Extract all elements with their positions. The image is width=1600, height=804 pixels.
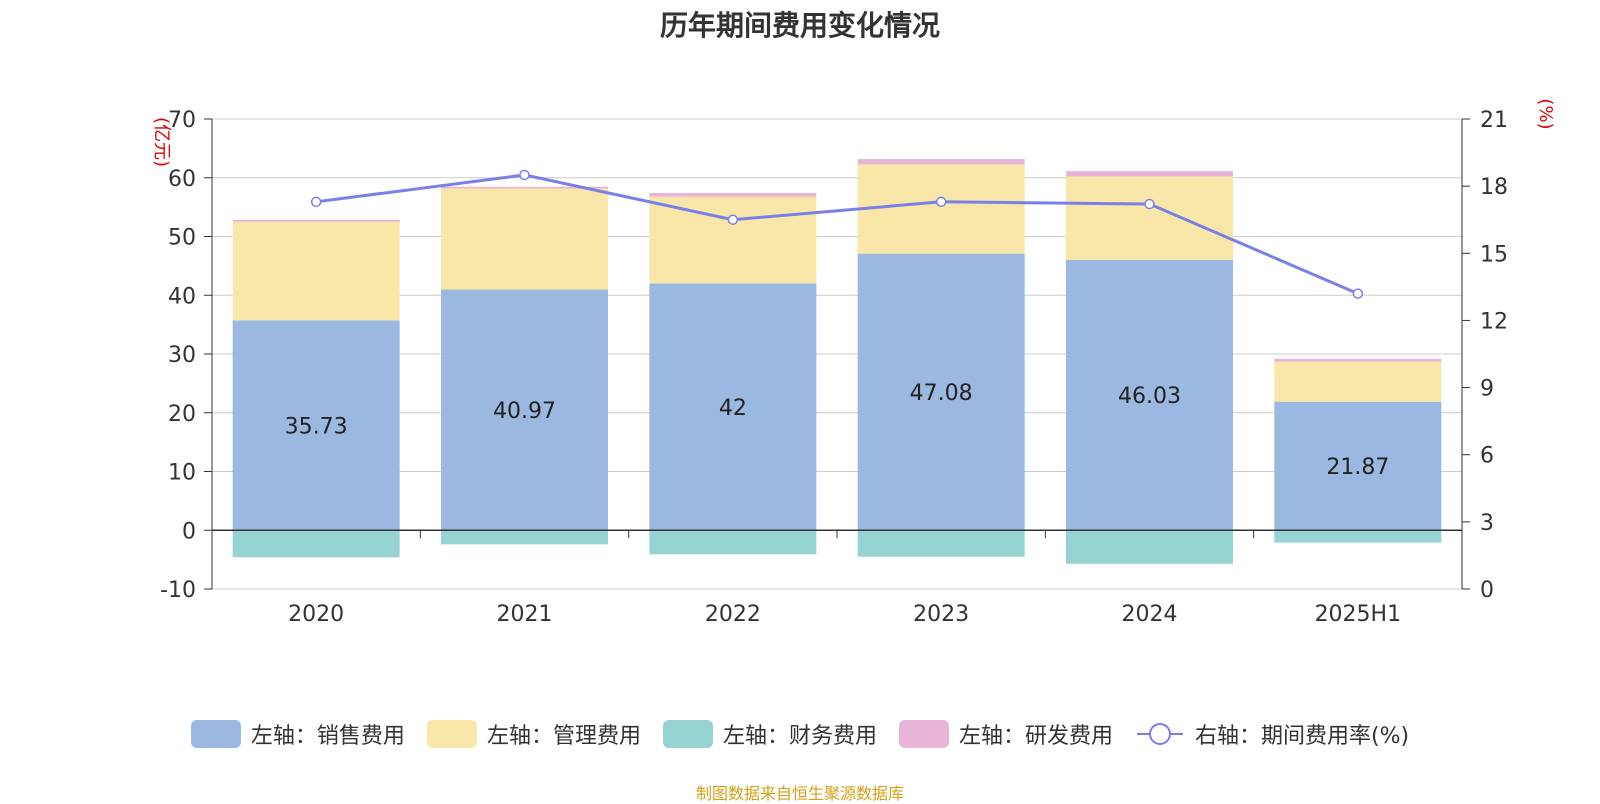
legend-item-sales[interactable]: 左轴：销售费用 <box>190 718 405 750</box>
x-tick-label: 2022 <box>705 602 761 627</box>
right-tick-label: 18 <box>1480 175 1508 200</box>
legend-item-finance[interactable]: 左轴：财务费用 <box>662 718 877 750</box>
legend-label-admin: 左轴：管理费用 <box>486 724 641 749</box>
bar-sales <box>857 253 1025 531</box>
x-tick-label: 2025H1 <box>1315 602 1402 627</box>
bar-rd <box>857 159 1025 165</box>
bar-rd <box>232 219 400 222</box>
data-label-sales: 35.73 <box>285 414 348 439</box>
legend-item-admin[interactable]: 左轴：管理费用 <box>426 718 641 750</box>
rate-point <box>1144 198 1155 210</box>
left-tick-label: 50 <box>168 226 196 251</box>
legend-line-marker-icon <box>1136 723 1183 745</box>
data-label-sales: 40.97 <box>493 399 556 424</box>
bar-admin <box>649 196 817 284</box>
right-tick-label: 9 <box>1480 377 1494 402</box>
left-tick-label: 30 <box>168 343 196 368</box>
bar-rd <box>649 193 817 197</box>
legend-label-rate: 右轴：期间费用率(%) <box>1194 724 1410 749</box>
x-tick-label: 2020 <box>288 602 344 627</box>
data-label-sales: 42 <box>719 396 747 421</box>
bar-rd <box>1274 358 1442 362</box>
bar-sales <box>1066 259 1233 531</box>
legend-swatch-finance <box>662 720 713 748</box>
x-tick-label: 2023 <box>913 602 969 627</box>
left-tick-label: 60 <box>168 167 196 192</box>
legend-swatch-admin <box>426 720 477 748</box>
right-tick-label: 3 <box>1480 511 1494 536</box>
legend-label-finance: 左轴：财务费用 <box>722 724 877 749</box>
data-label-sales: 21.87 <box>1326 455 1389 480</box>
legend: 左轴：销售费用 左轴：管理费用 左轴：财务费用 左轴：研发费用 右轴：期间费用率… <box>0 718 1600 750</box>
x-tick-label: 2021 <box>497 602 553 627</box>
rate-point <box>1352 288 1364 299</box>
bar-rd <box>1066 171 1233 177</box>
legend-swatch-sales <box>190 720 241 748</box>
bar-finance <box>1274 530 1442 543</box>
legend-label-sales: 左轴：销售费用 <box>250 724 405 749</box>
left-tick-label: -10 <box>160 578 196 603</box>
bar-finance <box>1066 530 1233 564</box>
right-tick-label: 21 <box>1480 108 1508 133</box>
bar-finance <box>232 530 400 558</box>
bar-rd <box>441 186 608 189</box>
bar-admin <box>1066 176 1233 260</box>
bar-sales <box>232 320 400 531</box>
right-tick-label: 0 <box>1480 578 1494 603</box>
bar-finance <box>649 530 817 555</box>
bar-admin <box>232 221 400 321</box>
left-tick-label: 40 <box>168 284 196 309</box>
left-tick-label: 20 <box>168 402 196 427</box>
bar-admin <box>857 164 1025 254</box>
left-tick-label: 10 <box>168 461 196 486</box>
right-axis-unit: (%) <box>1535 98 1556 129</box>
right-tick-label: 12 <box>1480 309 1508 334</box>
source-note: 制图数据来自恒生聚源数据库 <box>695 784 904 803</box>
data-label-sales: 47.08 <box>910 381 973 406</box>
rate-line <box>315 173 1359 295</box>
legend-item-rd[interactable]: 左轴：研发费用 <box>898 718 1113 750</box>
bar-sales <box>441 289 608 531</box>
bar-finance <box>441 530 608 545</box>
right-tick-label: 6 <box>1480 444 1494 469</box>
legend-item-rate[interactable]: 右轴：期间费用率(%) <box>1135 718 1409 750</box>
rate-point <box>727 214 739 225</box>
x-tick-label: 2024 <box>1122 602 1178 627</box>
chart-title: 历年期间费用变化情况 <box>659 9 940 42</box>
legend-swatch-rd <box>898 720 949 748</box>
rate-point <box>310 196 322 208</box>
rate-point <box>519 169 530 181</box>
left-tick-label: 0 <box>182 519 196 544</box>
bar-sales <box>649 283 817 531</box>
bar-admin <box>1274 361 1442 402</box>
data-label-sales: 46.03 <box>1118 384 1181 409</box>
rate-point <box>935 196 947 208</box>
bar-finance <box>857 530 1025 557</box>
left-axis-unit: (亿元) <box>151 117 172 167</box>
legend-label-rd: 左轴：研发费用 <box>958 724 1113 749</box>
bar-admin <box>441 188 608 290</box>
bar-sales <box>1274 401 1442 531</box>
left-tick-label: 70 <box>168 108 196 133</box>
right-tick-label: 15 <box>1480 242 1508 267</box>
